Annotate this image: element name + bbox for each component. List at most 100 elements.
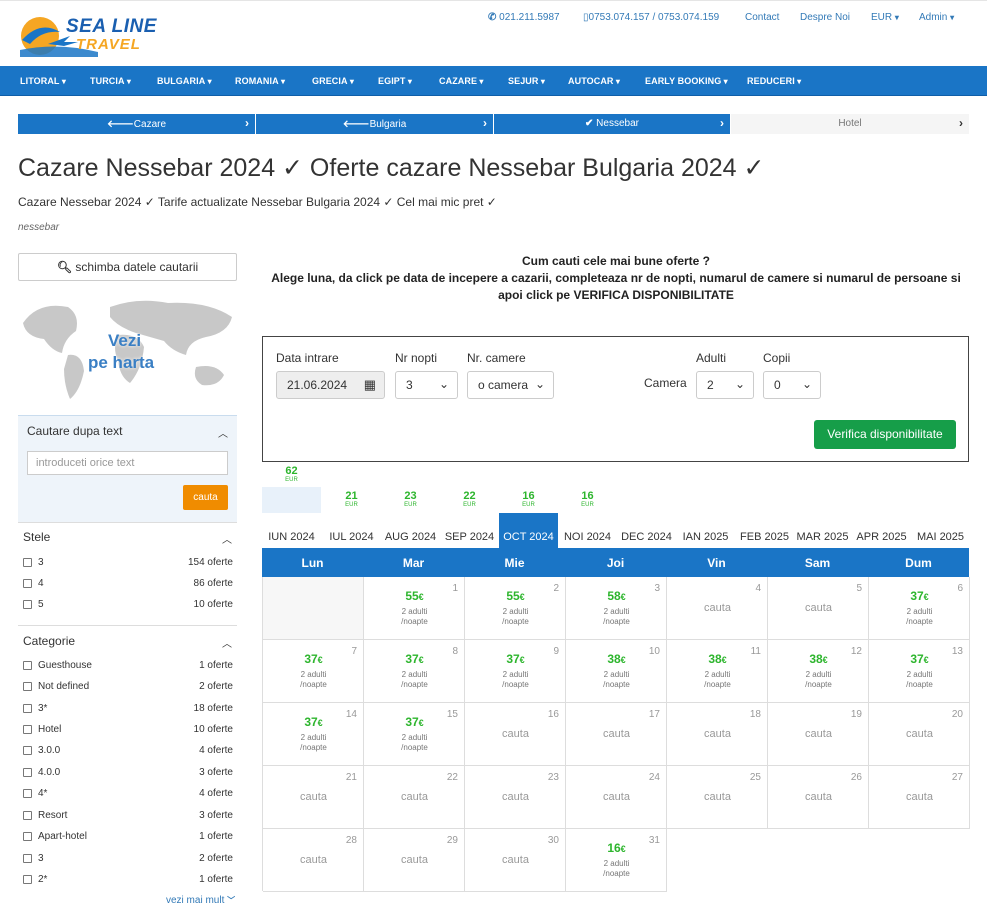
chevron-up-icon[interactable]: ︿	[222, 639, 232, 650]
month-tab[interactable]: IUN 2024	[268, 531, 315, 543]
filter-row[interactable]: 2* 1 oferte	[18, 874, 237, 888]
calendar-day-cell[interactable]: 9 37€ 2 adulti/noapte	[465, 640, 566, 703]
search-day-link[interactable]: cauta	[401, 854, 428, 866]
nav-grecia[interactable]: GRECIA	[312, 76, 354, 86]
filter-row[interactable]: 3* 18 oferte	[18, 703, 237, 717]
month-min-price[interactable]: 23 EUR	[381, 491, 440, 509]
calendar-day-cell[interactable]: 15 37€ 2 adulti/noapte	[364, 703, 465, 766]
calendar-day-cell[interactable]: 20 cauta	[869, 703, 970, 766]
checkbox[interactable]	[23, 558, 32, 567]
calendar-day-cell[interactable]: 1 55€ 2 adulti/noapte	[364, 577, 465, 640]
text-search-button[interactable]: cauta	[183, 485, 228, 510]
checkbox[interactable]	[23, 682, 32, 691]
checkbox[interactable]	[23, 579, 32, 588]
text-search-input[interactable]: introduceti orice text	[27, 451, 228, 475]
search-day-link[interactable]: cauta	[906, 791, 933, 803]
filter-row[interactable]: Resort 3 oferte	[18, 810, 237, 824]
calendar-day-cell[interactable]: 18 cauta	[667, 703, 768, 766]
nav-cazare[interactable]: CAZARE	[439, 76, 484, 86]
chevron-up-icon[interactable]: ︿	[222, 535, 232, 546]
checkbox[interactable]	[23, 746, 32, 755]
adults-select[interactable]: 2 ⌄	[696, 371, 754, 399]
calendar-day-cell[interactable]: 3 58€ 2 adulti/noapte	[566, 577, 667, 640]
contact-link[interactable]: Contact	[745, 12, 780, 23]
search-day-link[interactable]: cauta	[704, 791, 731, 803]
nav-bulgaria[interactable]: BULGARIA	[157, 76, 212, 86]
phone-link[interactable]: ✆ 021.211.5987	[488, 12, 560, 23]
search-day-link[interactable]: cauta	[502, 728, 529, 740]
checkbox[interactable]	[23, 661, 32, 670]
filter-row[interactable]: 4* 4 oferte	[18, 788, 237, 802]
calendar-day-cell[interactable]: 6 37€ 2 adulti/noapte	[869, 577, 970, 640]
checkbox[interactable]	[23, 832, 32, 841]
month-tab[interactable]: FEB 2025	[740, 531, 789, 543]
chevron-up-icon[interactable]: ︿	[218, 429, 228, 440]
calendar-day-cell[interactable]: 4 cauta	[667, 577, 768, 640]
checkbox[interactable]	[23, 854, 32, 863]
calendar-day-cell[interactable]: 8 37€ 2 adulti/noapte	[364, 640, 465, 703]
calendar-day-cell[interactable]: 30 cauta	[465, 829, 566, 892]
change-search-button[interactable]: 🔍︎ schimba datele cautarii	[18, 253, 237, 281]
month-min-price[interactable]: 22 EUR	[440, 491, 499, 509]
checkbox[interactable]	[23, 600, 32, 609]
calendar-day-cell[interactable]: 19 cauta	[768, 703, 869, 766]
month-tab[interactable]: IUL 2024	[329, 531, 374, 543]
month-min-price[interactable]: 16 EUR	[558, 491, 617, 509]
currency-dropdown[interactable]: EUR ▾	[871, 12, 899, 23]
month-tab[interactable]: AUG 2024	[384, 531, 437, 543]
month-tab[interactable]: SEP 2024	[444, 531, 495, 543]
calendar-day-cell[interactable]: 2 55€ 2 adulti/noapte	[465, 577, 566, 640]
search-day-link[interactable]: cauta	[704, 728, 731, 740]
calendar-day-cell[interactable]: 24 cauta	[566, 766, 667, 829]
filter-row[interactable]: Hotel 10 oferte	[18, 724, 237, 738]
calendar-day-cell[interactable]: 16 cauta	[465, 703, 566, 766]
checkbox[interactable]	[23, 768, 32, 777]
checkbox[interactable]	[23, 789, 32, 798]
admin-dropdown[interactable]: Admin ▾	[919, 12, 954, 23]
calendar-day-cell[interactable]: 31 16€ 2 adulti/noapte	[566, 829, 667, 892]
filter-row[interactable]: 4.0.0 3 oferte	[18, 767, 237, 781]
calendar-day-cell[interactable]: 25 cauta	[667, 766, 768, 829]
nav-reduceri[interactable]: REDUCERI	[747, 76, 801, 86]
search-day-link[interactable]: cauta	[502, 791, 529, 803]
filter-row[interactable]: Guesthouse 1 oferte	[18, 660, 237, 674]
verify-availability-button[interactable]: Verifica disponibilitate	[814, 420, 956, 449]
calendar-day-cell[interactable]: 21 cauta	[263, 766, 364, 829]
calendar-day-cell[interactable]: 17 cauta	[566, 703, 667, 766]
filter-row[interactable]: Apart-hotel 1 oferte	[18, 831, 237, 845]
month-tab[interactable]: MAR 2025	[796, 531, 849, 543]
map-link[interactable]: Vezi pe harta	[18, 293, 237, 405]
filter-row[interactable]: 4 86 oferte	[18, 578, 237, 592]
search-day-link[interactable]: cauta	[401, 791, 428, 803]
filter-row[interactable]: Not defined 2 oferte	[18, 681, 237, 695]
calendar-day-cell[interactable]: 29 cauta	[364, 829, 465, 892]
calendar-day-cell[interactable]: 7 37€ 2 adulti/noapte	[263, 640, 364, 703]
calendar-day-cell[interactable]: 11 38€ 2 adulti/noapte	[667, 640, 768, 703]
children-select[interactable]: 0 ⌄	[763, 371, 821, 399]
breadcrumb-nessebar[interactable]: ✔ Nessebar ›	[494, 114, 730, 134]
month-tab[interactable]: DEC 2024	[621, 531, 672, 543]
filter-row[interactable]: 3.0.0 4 oferte	[18, 745, 237, 759]
search-day-link[interactable]: cauta	[502, 854, 529, 866]
search-day-link[interactable]: cauta	[805, 728, 832, 740]
rooms-select[interactable]: o camera ⌄	[467, 371, 554, 399]
checkbox[interactable]	[23, 725, 32, 734]
checkbox[interactable]	[23, 811, 32, 820]
calendar-day-cell[interactable]: 12 38€ 2 adulti/noapte	[768, 640, 869, 703]
month-tab[interactable]: MAI 2025	[916, 531, 965, 543]
mobile-link[interactable]: ▯0753.074.157 / 0753.074.159	[583, 12, 719, 23]
site-logo[interactable]: SEA LINE TRAVEL	[18, 14, 171, 57]
breadcrumb-bulgaria[interactable]: 🡐Bulgaria ›	[256, 114, 493, 134]
search-day-link[interactable]: cauta	[805, 602, 832, 614]
about-link[interactable]: Despre Noi	[800, 12, 851, 23]
checkbox[interactable]	[23, 875, 32, 884]
nights-select[interactable]: 3 ⌄	[395, 371, 458, 399]
see-more-link[interactable]: vezi mai mult ﹀	[166, 895, 235, 906]
filter-row[interactable]: 5 10 oferte	[18, 599, 237, 613]
nav-sejur[interactable]: SEJUR	[508, 76, 545, 86]
month-tab[interactable]: NOI 2024	[563, 531, 612, 543]
search-day-link[interactable]: cauta	[704, 602, 731, 614]
search-day-link[interactable]: cauta	[300, 791, 327, 803]
month-min-price[interactable]: 62 EUR	[262, 466, 321, 484]
filter-row[interactable]: 3 154 oferte	[18, 557, 237, 571]
